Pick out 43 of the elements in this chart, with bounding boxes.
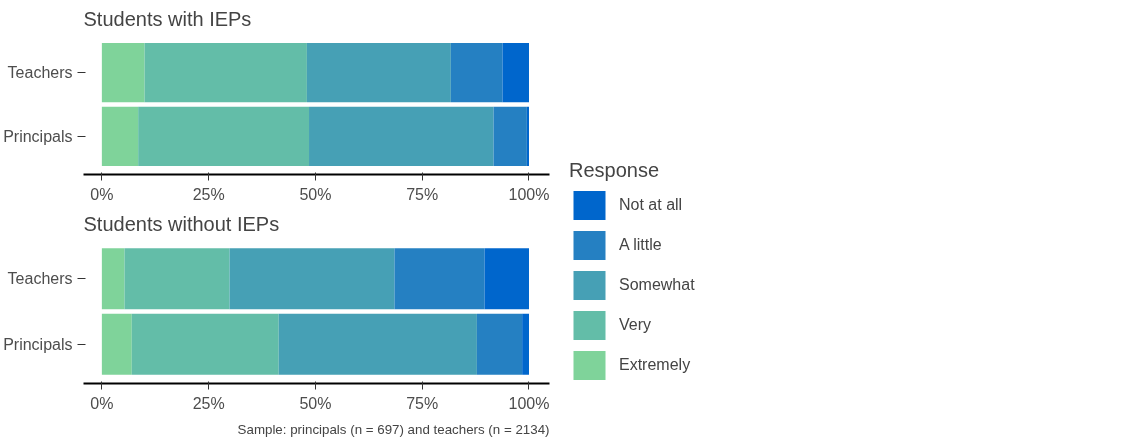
y-tick-label: Principals (3, 127, 73, 145)
y-tick-label: Teachers (7, 270, 73, 288)
x-tick-label: 75% (406, 185, 439, 203)
bar (394, 248, 485, 310)
x-tick-label: 25% (192, 185, 225, 203)
bar (493, 106, 527, 166)
bar (309, 106, 494, 166)
bar (526, 106, 529, 166)
bar (101, 248, 125, 310)
x-tick-label: 75% (406, 394, 439, 412)
legend-label: Somewhat (619, 276, 695, 294)
text: Sample: principals (n = 697) and teachers (n = 2134) (237, 421, 550, 437)
bar (131, 313, 279, 375)
bar (278, 313, 477, 375)
bar (101, 106, 139, 166)
bar (522, 313, 529, 375)
y-tick-label: Principals (3, 335, 73, 353)
legend-label: Extremely (619, 356, 691, 374)
x-tick-label: 0% (90, 185, 114, 203)
legend-label: Very (619, 316, 652, 334)
legend-label: Not at all (619, 196, 683, 214)
bar (101, 313, 132, 375)
legend-title: Response (569, 159, 661, 182)
bar (144, 43, 307, 103)
bar (306, 43, 451, 103)
chart-title: Students without IEPs (83, 212, 280, 235)
legend-label: A little (619, 236, 662, 254)
x-tick-label: 25% (192, 394, 225, 412)
bar (502, 43, 529, 103)
bar (450, 43, 503, 103)
bar (229, 248, 395, 310)
x-tick-label: 100% (508, 185, 550, 203)
chart-title: Students with IEPs (83, 7, 252, 30)
x-tick-label: 50% (299, 185, 332, 203)
y-tick-label: Teachers (7, 64, 73, 82)
bar (124, 248, 230, 310)
x-tick-label: 0% (90, 394, 114, 412)
bar (101, 43, 145, 103)
x-tick-label: 50% (299, 394, 332, 412)
bar (138, 106, 310, 166)
bar (476, 313, 523, 375)
bar (484, 248, 529, 310)
x-tick-label: 100% (508, 394, 550, 412)
